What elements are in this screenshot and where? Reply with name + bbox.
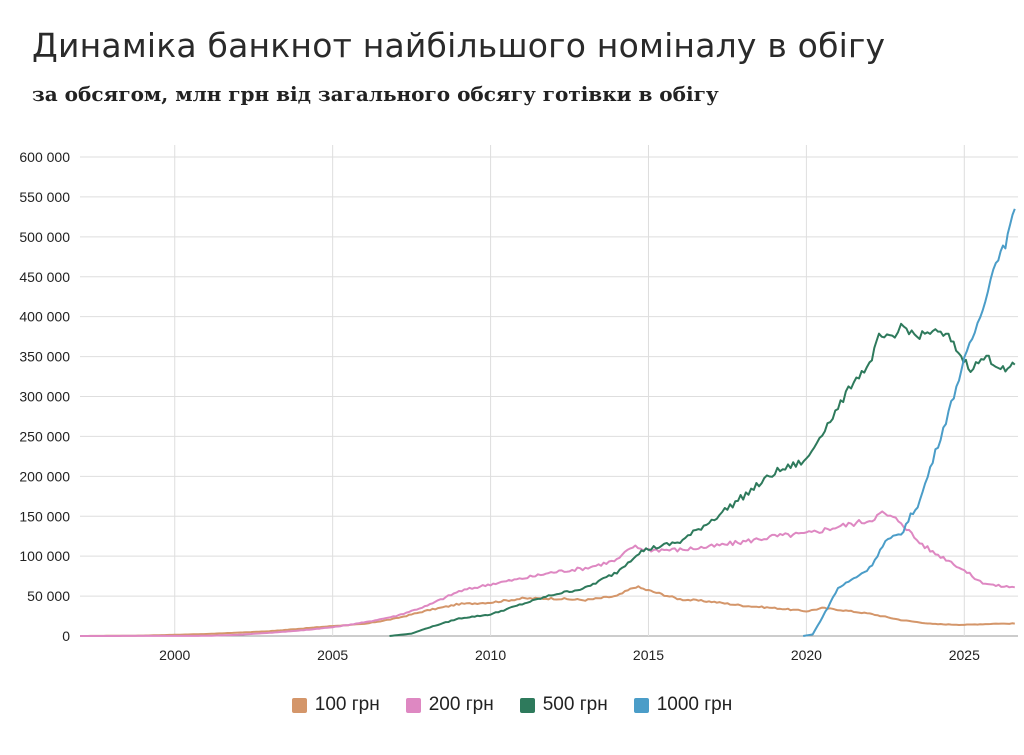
- y-tick-label: 0: [62, 628, 70, 644]
- legend-label: 500 грн: [542, 694, 608, 715]
- series-line-3: [389, 322, 1016, 637]
- y-tick-label: 250 000: [19, 428, 70, 444]
- legend-swatch: [519, 697, 535, 713]
- y-tick-label: 400 000: [19, 309, 70, 325]
- y-tick-label: 550 000: [19, 189, 70, 205]
- x-tick-label: 2025: [949, 647, 980, 663]
- grid-lines: [80, 145, 1018, 637]
- y-tick-label: 450 000: [19, 269, 70, 285]
- legend-item[interactable]: 100 грн: [291, 694, 380, 716]
- legend-item[interactable]: 1000 грн: [633, 694, 733, 716]
- x-tick-label: 2005: [317, 647, 348, 663]
- y-tick-label: 300 000: [19, 389, 70, 405]
- y-tick-label: 350 000: [19, 349, 70, 365]
- y-tick-label: 50 000: [27, 588, 70, 604]
- y-tick-label: 600 000: [19, 149, 70, 165]
- line-chart: 0 50 000 100 000 150 000 200 000 250 000 300 0…: [19, 145, 1018, 663]
- y-axis-tick-labels: 0 50 000 100 000 150 000 200 000 250 000 300 0…: [19, 149, 70, 644]
- chart-subtitle: за обсягом, млн грн від загального обсяг…: [32, 82, 719, 106]
- x-axis-tick-labels: 2000 2005 2010 2015 2020 2025: [159, 647, 980, 663]
- legend-item[interactable]: 200 грн: [405, 694, 494, 716]
- legend-label: 100 грн: [314, 694, 380, 715]
- legend-label: 1000 грн: [656, 694, 733, 715]
- legend-item[interactable]: 500 грн: [519, 694, 608, 716]
- chart-title: Динаміка банкнот найбільшого номіналу в …: [32, 26, 886, 65]
- legend: 100 грн 200 грн 500 грн 1000 грн: [0, 694, 1024, 716]
- legend-swatch: [405, 697, 421, 713]
- series-line-2: [80, 510, 1015, 637]
- x-tick-label: 2000: [159, 647, 190, 663]
- y-tick-label: 500 000: [19, 229, 70, 245]
- y-tick-label: 150 000: [19, 508, 70, 524]
- series-lines: [80, 208, 1016, 637]
- x-tick-label: 2015: [633, 647, 664, 663]
- legend-swatch: [633, 697, 649, 713]
- y-tick-label: 200 000: [19, 468, 70, 484]
- series-line-4: [803, 208, 1016, 637]
- x-tick-label: 2010: [475, 647, 506, 663]
- legend-swatch: [291, 697, 307, 713]
- y-tick-label: 100 000: [19, 548, 70, 564]
- series-line-1: [80, 585, 1015, 637]
- legend-label: 200 грн: [428, 694, 494, 715]
- x-tick-label: 2020: [791, 647, 822, 663]
